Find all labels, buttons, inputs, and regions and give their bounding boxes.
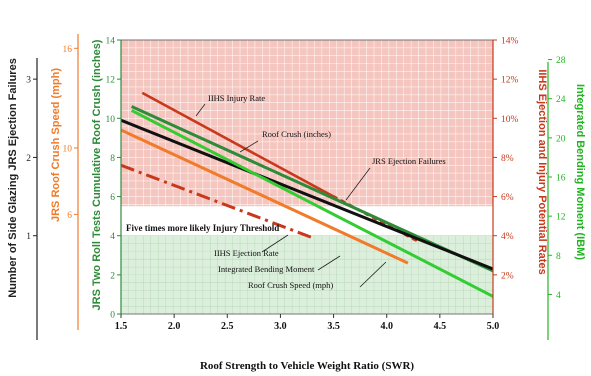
y-tick-label-rate: 2%: [501, 271, 514, 281]
series-line-3: [121, 163, 313, 240]
y-tick-label-crush: 6: [110, 193, 115, 203]
series-label: Roof Crush (inches): [262, 129, 331, 139]
series-line-2: [121, 118, 493, 271]
y-tick-label-ibm: 12: [556, 213, 566, 223]
series-label: JRS Ejection Failures: [372, 156, 446, 166]
y-axis-title-crush: JRS Two Roll Tests Cumulative Roof Crush…: [91, 39, 103, 310]
y-tick-label-ejection: 3: [26, 76, 31, 86]
x-tick-label: 1.5: [115, 321, 128, 332]
y-axis-title-rate: IIHS Ejection and Injury Potential Rates: [536, 69, 548, 274]
y-tick-label-ibm: 8: [556, 252, 561, 262]
label-leader: [261, 234, 289, 253]
y-axis-title-ejection: Number of Side Glazing JRS Ejection Fail…: [7, 58, 19, 298]
axes: 1.5 2.0 2.5 3.0 3.5 4.0 4.5 5.01236101602468101…: [26, 34, 566, 340]
y-axis-title-ibm: Integrated Bending Moment (IBM): [574, 84, 586, 260]
y-tick-label-ibm: 24: [556, 95, 566, 105]
x-tick-label: 2.0: [168, 321, 181, 332]
label-leader: [195, 103, 206, 117]
series-labels: IIHS Injury Rate Roof Crush (inches) JRS E…: [195, 93, 446, 290]
y-tick-label-crush: 0: [110, 311, 115, 321]
series-label: Roof Crush Speed (mph): [248, 280, 333, 290]
x-tick-label: 3.0: [274, 321, 287, 332]
label-leader: [359, 261, 387, 288]
y-axis-title-speed: JRS Roof Crush Speed (mph): [50, 68, 62, 222]
y-tick-label-crush: 10: [106, 115, 116, 125]
y-tick-label-crush: 4: [110, 232, 115, 242]
y-tick-label-ibm: 28: [556, 56, 566, 66]
threshold-label: Five times more likely Injury Threshold: [126, 223, 279, 233]
y-tick-label-crush: 14: [106, 37, 116, 47]
y-tick-label-speed: 10: [63, 144, 73, 154]
x-axis-title: Roof Strength to Vehicle Weight Ratio (S…: [200, 360, 414, 372]
y-tick-label-rate: 14%: [501, 37, 519, 47]
y-tick-label-crush: 2: [110, 271, 115, 281]
series-label: Integrated Bending Moment: [218, 264, 315, 274]
y-tick-label-ibm: 20: [556, 134, 566, 144]
y-tick-label-ibm: 4: [556, 291, 561, 301]
x-tick-label: 5.0: [487, 321, 500, 332]
y-tick-label-crush: 8: [110, 154, 115, 164]
y-tick-label-rate: 10%: [501, 115, 519, 125]
y-tick-label-rate: 12%: [501, 76, 519, 86]
y-tick-label-rate: 6%: [501, 193, 514, 203]
series-label: IIHS Ejection Rate: [214, 248, 279, 258]
x-tick-label: 3.5: [327, 321, 340, 332]
label-leader: [317, 255, 341, 271]
y-tick-label-speed: 6: [67, 211, 72, 221]
series-line-4: [130, 109, 493, 298]
label-leader: [239, 140, 259, 153]
y-tick-label-rate: 8%: [501, 154, 514, 164]
x-tick-label: 2.5: [221, 321, 234, 332]
label-leader: [345, 167, 371, 201]
y-tick-label-crush: 12: [106, 76, 116, 86]
x-tick-label: 4.5: [434, 321, 447, 332]
y-tick-label-ibm: 16: [556, 174, 566, 184]
series-line-0: [141, 91, 335, 198]
y-tick-label-ejection: 1: [26, 232, 31, 242]
series-lines: [121, 91, 493, 298]
y-tick-label-ejection: 2: [26, 154, 31, 164]
x-tick-label: 4.0: [380, 321, 393, 332]
series-line-5: [121, 128, 409, 265]
series-label: IIHS Injury Rate: [208, 93, 265, 103]
y-tick-label-rate: 4%: [501, 232, 514, 242]
y-tick-label-speed: 16: [63, 45, 73, 55]
